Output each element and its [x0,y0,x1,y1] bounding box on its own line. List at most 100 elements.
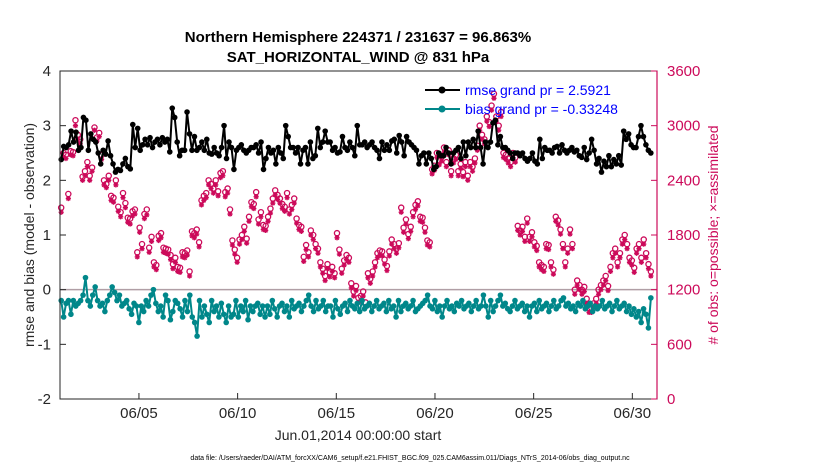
bias-point [199,314,205,320]
assimilated-obs-point [424,242,430,248]
rmse-point [534,161,541,167]
assimilated-obs-point [400,229,407,235]
bias-point [560,295,567,301]
bias-point [395,297,402,304]
assimilated-obs-point [258,214,264,220]
assimilated-obs-point [643,255,649,261]
rmse-point [398,139,405,145]
assimilated-obs-point [72,123,79,129]
bias-point [262,314,268,320]
rmse-point [635,133,642,140]
bias-point [383,308,390,315]
rmse-point [374,147,380,154]
bias-point [521,308,528,315]
rmse-point [181,147,188,154]
bias-point [611,303,618,309]
bias-point [565,300,572,307]
assimilated-obs-point [110,199,117,205]
assimilated-obs-point [538,267,545,273]
assimilated-obs-point [491,95,497,101]
rmse-point [186,131,193,137]
assimilated-obs-point [505,160,511,166]
rmse-point [527,155,533,162]
bias-point [157,303,164,309]
assimilated-obs-point [208,185,214,192]
rmse-point [270,147,277,154]
rmse-point [620,128,627,134]
assimilated-obs-point [63,155,69,162]
bias-point [628,311,635,318]
bias-point [327,303,334,309]
bias-point [424,292,431,298]
assimilated-obs-point [220,173,226,179]
rmse-point [201,147,208,154]
bias-point [342,300,348,307]
rmse-point [171,114,178,121]
bias-point [470,303,477,309]
bias-point [87,303,94,309]
bias-point [94,297,101,304]
rmse-point [238,142,245,148]
rmse-point [231,166,237,173]
rmse-point [208,151,215,157]
bias-point [162,292,169,298]
rmse-point [92,139,99,145]
bias-point [497,292,504,298]
bias-point [402,300,409,307]
assimilated-obs-point [70,153,76,159]
assimilated-obs-point [305,254,312,260]
assimilated-obs-point [227,211,233,217]
rmse-point [263,155,269,162]
assimilated-obs-point [436,162,442,168]
rmse-point [223,155,230,162]
assimilated-obs-point [629,262,635,268]
assimilated-obs-point [108,197,114,203]
rmse-point [608,163,615,170]
assimilated-obs-point [327,274,333,280]
bias-point [635,308,642,315]
assimilated-obs-point [165,251,171,257]
rmse-point [102,151,109,157]
rmse-point [581,144,588,151]
assimilated-obs-point [574,282,580,288]
assimilated-obs-point [263,227,269,234]
rmse-point [218,144,225,151]
assimilated-obs-point [196,244,202,250]
assimilated-obs-point [334,235,340,241]
bias-point [478,303,484,309]
assimilated-obs-point [351,293,357,299]
bias-point [356,308,363,315]
assimilated-obs-point [137,229,143,235]
assimilated-obs-point [248,204,255,210]
rmse-point [97,161,104,167]
assimilated-obs-point [429,171,435,177]
assimilated-obs-point [389,241,395,247]
bias-point [133,303,140,309]
assimilated-obs-point [576,287,583,293]
assimilated-obs-point [593,300,599,306]
bias-point [422,297,428,304]
assimilated-obs-point [68,152,74,158]
bias-point [259,303,266,309]
assimilated-obs-point [531,244,537,250]
bias-point [572,308,579,315]
bias-point [92,284,98,290]
assimilated-obs-point [474,147,480,153]
rmse-point [280,155,287,162]
rmse-point [277,150,284,156]
rmse-point [593,161,600,167]
assimilated-obs-point [260,226,266,233]
assimilated-obs-point [106,177,112,183]
bias-point [393,314,399,320]
bias-point [313,297,319,304]
rmse-point [509,155,516,162]
rmse-point [458,155,464,162]
rmse-point [386,147,393,154]
assimilated-obs-point [310,236,316,243]
bias-point [352,306,358,312]
bias-point [281,308,288,315]
bias-point [106,292,113,298]
rmse-point [519,150,526,156]
bias-point [369,308,375,315]
